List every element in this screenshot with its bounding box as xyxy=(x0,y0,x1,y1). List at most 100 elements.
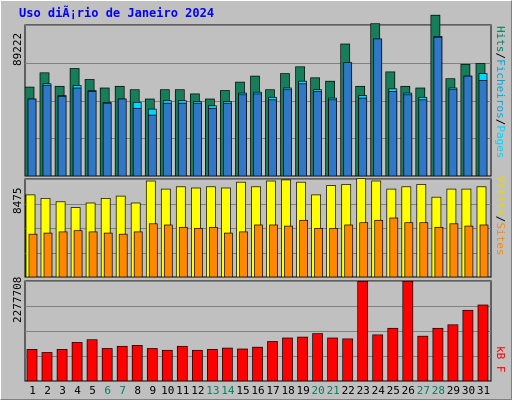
bar-pages-day-6 xyxy=(102,102,112,177)
x-tick-label-day-23: 23 xyxy=(357,384,370,397)
bar-kb-f-day-19 xyxy=(297,336,308,382)
x-tick-label-day-25: 25 xyxy=(387,384,400,397)
bar-kb-f-day-6 xyxy=(101,348,113,382)
bar-kb-f-day-16 xyxy=(252,346,263,382)
x-tick-label-day-19: 19 xyxy=(296,384,309,397)
x-tick-label-day-13: 13 xyxy=(206,384,219,397)
bar-kb-f-day-26 xyxy=(402,280,414,382)
bar-pages-day-31 xyxy=(478,80,488,177)
bar-sites-day-24 xyxy=(374,219,384,278)
bar-sites-day-16 xyxy=(254,224,263,278)
x-tick-label-day-9: 9 xyxy=(149,384,156,397)
bar-pages-day-12 xyxy=(193,102,202,177)
bar-sites-day-8 xyxy=(133,231,143,278)
bar-sites-day-14 xyxy=(224,232,233,278)
bar-sites-day-26 xyxy=(404,222,414,278)
bar-pages-day-4 xyxy=(72,87,82,177)
x-tick-label-day-31: 31 xyxy=(477,384,490,397)
bar-pages-day-9 xyxy=(147,114,157,177)
bar-pages-day-1 xyxy=(27,98,37,177)
legend-text-middle-2: Sites xyxy=(494,222,507,256)
bar-sites-day-3 xyxy=(58,231,68,278)
bar-kb-f-day-29 xyxy=(447,324,459,382)
x-tick-label-day-3: 3 xyxy=(59,384,66,397)
bar-sites-day-22 xyxy=(344,224,354,278)
bar-pages-day-27 xyxy=(418,99,428,177)
x-tick-label-day-10: 10 xyxy=(161,384,174,397)
legend-visits-sites: Visits/Sites xyxy=(494,176,507,256)
x-tick-label-day-22: 22 xyxy=(342,384,355,397)
bar-sites-day-4 xyxy=(73,230,83,278)
legend-kb-f: kB F xyxy=(494,346,507,373)
x-tick-label-day-17: 17 xyxy=(266,384,279,397)
bar-kb-f-day-1 xyxy=(26,349,38,382)
bar-pages-day-14 xyxy=(223,102,232,177)
bar-pages-day-15 xyxy=(238,94,247,177)
bar-sites-day-11 xyxy=(178,226,188,278)
bar-sites-day-25 xyxy=(389,217,399,278)
x-tick-label-day-15: 15 xyxy=(236,384,249,397)
bar-kb-f-day-10 xyxy=(161,349,173,382)
bar-sites-day-13 xyxy=(209,226,218,278)
bar-sites-day-27 xyxy=(419,222,429,278)
bar-kb-f-day-22 xyxy=(342,338,354,382)
bar-pages-day-2 xyxy=(42,85,52,177)
bar-pages-day-29 xyxy=(448,89,458,177)
bar-kb-f-day-11 xyxy=(176,345,188,382)
x-tick-label-day-7: 7 xyxy=(119,384,126,397)
bar-kb-f-day-25 xyxy=(387,327,399,382)
bar-pages-day-13 xyxy=(208,107,217,177)
x-tick-label-day-30: 30 xyxy=(462,384,475,397)
legend-text-top-0: Hits xyxy=(494,26,507,53)
bar-sites-day-6 xyxy=(103,232,113,278)
chart-title: Uso diÃ¡rio de Janeiro 2024 xyxy=(19,6,215,20)
bar-sites-day-17 xyxy=(269,224,278,278)
bar-kb-f-day-9 xyxy=(146,348,158,382)
bar-sites-day-21 xyxy=(329,228,338,278)
bar-pages-day-21 xyxy=(328,99,337,177)
x-tick-label-day-16: 16 xyxy=(251,384,264,397)
x-tick-label-day-2: 2 xyxy=(44,384,51,397)
legend-text-middle-0: Visits xyxy=(494,176,507,216)
x-tick-label-day-27: 27 xyxy=(417,384,430,397)
bar-sites-day-29 xyxy=(449,223,459,278)
x-tick-label-day-8: 8 xyxy=(134,384,141,397)
bar-sites-day-2 xyxy=(43,232,53,278)
bar-kb-f-day-23 xyxy=(357,280,369,382)
legend-text-top-4: Pages xyxy=(494,125,507,159)
bar-sites-day-1 xyxy=(28,233,38,278)
bar-kb-f-day-31 xyxy=(477,304,489,382)
bar-pages-day-25 xyxy=(388,91,398,177)
bar-sites-day-18 xyxy=(284,225,293,278)
bar-kb-f-day-15 xyxy=(237,348,248,382)
bar-kb-f-day-24 xyxy=(372,334,384,382)
bar-sites-day-12 xyxy=(194,228,203,278)
x-tick-label-day-24: 24 xyxy=(372,384,386,397)
bar-pages-day-11 xyxy=(177,102,187,177)
bar-kb-f-day-3 xyxy=(56,349,68,382)
bar-pages-day-26 xyxy=(403,94,413,177)
bar-kb-f-day-8 xyxy=(131,345,143,382)
bar-sites-day-28 xyxy=(434,226,444,278)
bar-kb-f-day-7 xyxy=(116,345,128,382)
bar-sites-day-10 xyxy=(163,224,173,278)
bar-kb-f-day-27 xyxy=(417,335,429,382)
bar-kb-f-day-21 xyxy=(327,337,338,382)
x-tick-label-day-18: 18 xyxy=(281,384,294,397)
legend-text-top-2: Ficheiros xyxy=(494,59,507,119)
bar-pages-day-30 xyxy=(463,75,473,177)
bar-kb-f-day-12 xyxy=(192,349,203,382)
bar-sites-day-5 xyxy=(88,231,98,278)
bar-pages-day-20 xyxy=(313,91,322,177)
bar-sites-day-15 xyxy=(239,231,248,278)
kb-panel-max-label: 2277708 xyxy=(11,276,24,323)
bar-pages-day-28 xyxy=(433,36,443,177)
bar-kb-f-day-2 xyxy=(41,352,53,382)
visits-panel-max-label: 8475 xyxy=(11,187,24,215)
bar-pages-day-10 xyxy=(162,102,172,177)
bar-pages-day-24 xyxy=(373,38,383,177)
bar-kb-f-day-20 xyxy=(312,333,323,382)
x-tick-label-day-14: 14 xyxy=(221,384,235,397)
x-tick-label-day-29: 29 xyxy=(447,384,460,397)
